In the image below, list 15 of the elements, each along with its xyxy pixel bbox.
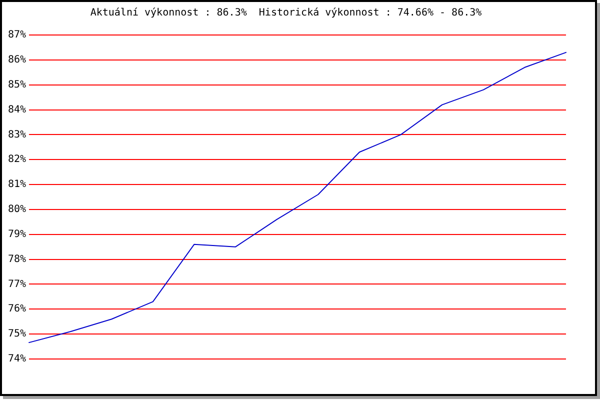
y-tick-label: 84% [8,104,26,116]
y-tick-label: 87% [8,30,26,41]
y-tick-label: 79% [8,228,26,240]
y-tick-label: 77% [8,278,26,290]
y-tick-label: 75% [8,328,26,340]
chart-title: Aktuální výkonnost : 86.3% Historická výkonnost : 74.66% - 86.3% [90,8,482,19]
y-tick-label: 85% [8,79,26,90]
y-tick-label: 78% [8,254,26,265]
y-tick-label: 76% [8,304,26,315]
y-tick-label: 81% [8,179,26,190]
y-tick-label: 82% [8,154,26,166]
y-tick-label: 83% [8,129,26,140]
y-tick-label: 80% [8,204,26,216]
y-tick-label: 74% [8,354,26,365]
y-tick-label: 86% [8,54,26,66]
